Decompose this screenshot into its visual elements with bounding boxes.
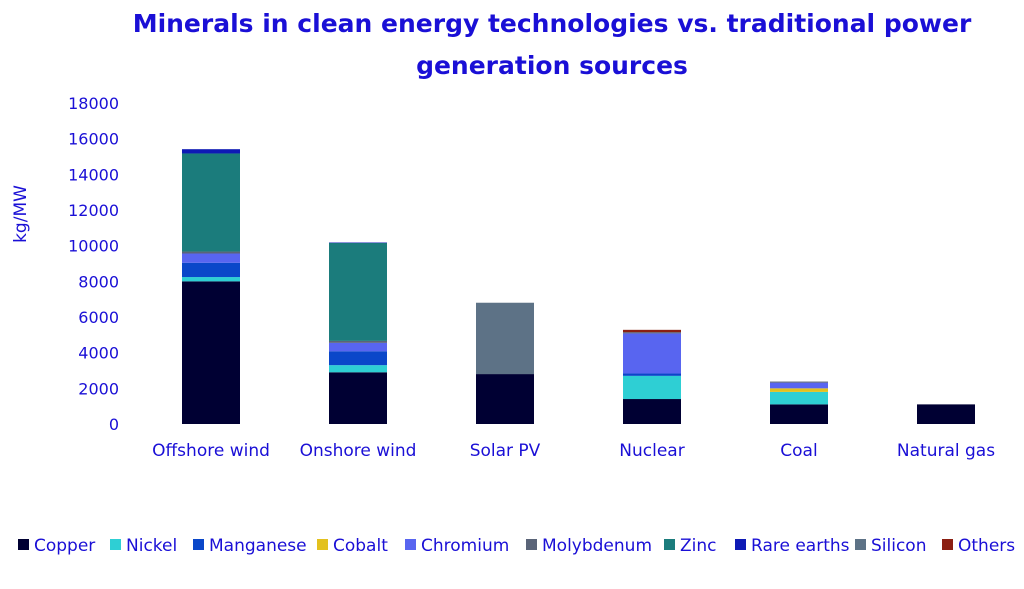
category-label: Nuclear bbox=[619, 441, 684, 461]
y-tick-label: 10000 bbox=[68, 237, 119, 256]
y-tick-label: 6000 bbox=[78, 308, 119, 327]
bars bbox=[182, 149, 975, 424]
legend-swatch bbox=[942, 539, 953, 550]
y-tick-label: 18000 bbox=[68, 94, 119, 113]
category-label: Offshore wind bbox=[152, 441, 270, 461]
category-labels: Offshore wind Onshore wind Solar PV Nuclear… bbox=[152, 441, 995, 461]
legend-swatch bbox=[110, 539, 121, 550]
bar-segment bbox=[623, 333, 681, 374]
bar-segment bbox=[476, 302, 534, 375]
chart-title-line-1: Minerals in clean energy technologies vs… bbox=[133, 9, 972, 38]
legend-swatch bbox=[405, 539, 416, 550]
bar-segment bbox=[770, 404, 828, 424]
chart-title-line-2: generation sources bbox=[416, 51, 688, 80]
legend-label: Zinc bbox=[680, 536, 717, 556]
bar-segment bbox=[329, 351, 387, 366]
legend-label: Silicon bbox=[871, 536, 926, 556]
category-label: Onshore wind bbox=[300, 441, 417, 461]
bar-segment bbox=[329, 242, 387, 341]
y-tick-label: 8000 bbox=[78, 272, 119, 291]
bar-segment bbox=[182, 281, 240, 424]
y-axis-ticks: 0 2000 4000 6000 8000 10000 12000 14000 16000 180… bbox=[68, 94, 119, 434]
legend-swatch bbox=[18, 539, 29, 550]
bar-segment bbox=[182, 149, 240, 154]
bar-segment bbox=[182, 153, 240, 252]
bar-segment bbox=[770, 382, 828, 389]
y-tick-label: 4000 bbox=[78, 344, 119, 363]
legend-label: Copper bbox=[34, 536, 95, 556]
bar-segment bbox=[623, 373, 681, 376]
legend-swatch bbox=[735, 539, 746, 550]
legend-swatch bbox=[193, 539, 204, 550]
legend-label: Chromium bbox=[421, 536, 509, 556]
y-tick-label: 2000 bbox=[78, 379, 119, 398]
y-tick-label: 0 bbox=[109, 415, 119, 434]
bar-segment bbox=[182, 262, 240, 278]
legend-swatch bbox=[664, 539, 675, 550]
bar-segment bbox=[770, 381, 828, 383]
bar-segment bbox=[770, 388, 828, 392]
legend-label: Molybdenum bbox=[542, 536, 652, 556]
y-tick-label: 16000 bbox=[68, 130, 119, 149]
bar-segment bbox=[623, 399, 681, 424]
legend: Copper Nickel Manganese Cobalt Chromium Molyb… bbox=[18, 536, 1015, 556]
bar-segment bbox=[329, 372, 387, 424]
bar-segment bbox=[329, 242, 387, 244]
y-tick-label: 14000 bbox=[68, 165, 119, 184]
y-tick-label: 12000 bbox=[68, 201, 119, 220]
bar-segment bbox=[623, 332, 681, 334]
bar-segment bbox=[476, 374, 534, 424]
category-label: Coal bbox=[780, 441, 817, 461]
bar-segment bbox=[770, 391, 828, 405]
bar-segment bbox=[182, 253, 240, 263]
category-label: Solar PV bbox=[470, 441, 541, 461]
bar-segment bbox=[623, 329, 681, 333]
legend-label: Rare earths bbox=[751, 536, 850, 556]
legend-label: Cobalt bbox=[333, 536, 388, 556]
legend-label: Manganese bbox=[209, 536, 307, 556]
bar-segment bbox=[182, 251, 240, 254]
legend-label: Nickel bbox=[126, 536, 177, 556]
y-axis-label: kg/MW bbox=[11, 185, 31, 243]
legend-label: Others bbox=[958, 536, 1015, 556]
legend-swatch bbox=[317, 539, 328, 550]
bar-segment bbox=[917, 404, 975, 424]
bar-segment bbox=[329, 342, 387, 352]
category-label: Natural gas bbox=[897, 441, 995, 461]
legend-swatch bbox=[526, 539, 537, 550]
bar-segment bbox=[623, 375, 681, 400]
bar-segment bbox=[329, 365, 387, 373]
bar-segment bbox=[182, 277, 240, 282]
bar-segment bbox=[329, 340, 387, 343]
legend-swatch bbox=[855, 539, 866, 550]
